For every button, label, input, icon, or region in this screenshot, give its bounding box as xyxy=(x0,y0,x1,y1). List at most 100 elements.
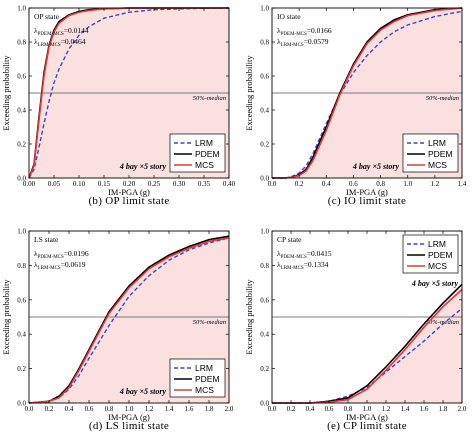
shaded-area xyxy=(272,284,462,403)
x-tick-label: 0.15 xyxy=(98,180,111,188)
legend-label-mcs: MCS xyxy=(428,160,447,170)
panel-state-label: IO state xyxy=(277,12,301,21)
x-tick-label: 1.2 xyxy=(382,405,391,413)
panel-caption: (b) OP limit state xyxy=(88,195,169,207)
y-tick-label: 0.8 xyxy=(17,39,26,47)
y-tick-label: 0.2 xyxy=(17,141,26,149)
y-tick-label: 0.0 xyxy=(17,400,26,408)
legend-label-pdem: PDEM xyxy=(195,149,220,159)
lambda-subscript: PDEM-MCS xyxy=(38,32,64,37)
lambda-value: =0.1334 xyxy=(304,260,329,269)
panel-caption: (d) LS limit state xyxy=(89,420,169,432)
lambda-symbol: λ xyxy=(277,37,281,46)
x-tick-label: 0.0 xyxy=(268,180,277,188)
lambda-line: λPDEM-MCS=0.0166 xyxy=(277,26,332,37)
legend-label-mcs: MCS xyxy=(428,261,447,271)
lambda-symbol: λ xyxy=(34,249,38,258)
lambda-value: =0.0144 xyxy=(64,26,89,35)
legend-label-mcs: MCS xyxy=(195,160,214,170)
panel-caption: (e) CP limit state xyxy=(327,420,407,432)
x-tick-label: 1.8 xyxy=(205,405,214,413)
x-axis-label: IM-PGA (g) xyxy=(108,412,150,422)
legend-label-pdem: PDEM xyxy=(195,374,220,384)
x-tick-label: 1.6 xyxy=(185,405,194,413)
y-tick-label: 1.0 xyxy=(260,228,269,236)
story-label: 4 bay ×5 story xyxy=(119,162,167,171)
lambda-subscript: PDEM-MCS xyxy=(38,255,64,260)
panel-3: 50%-median 0.0 0.2 0.4 0.6 0.8 1.0 1.2 1.4 1.6 1.8… xyxy=(1,228,234,433)
x-tick-label: 1.6 xyxy=(420,405,429,413)
lambda-value: =0.0579 xyxy=(304,37,329,46)
y-tick-label: 0.2 xyxy=(17,365,26,373)
y-tick-label: 1.0 xyxy=(17,228,26,236)
y-axis-label: Exceeding probability xyxy=(244,279,254,355)
x-tick-label: 0.0 xyxy=(268,405,277,413)
median-label: 50%-median xyxy=(426,95,459,102)
lambda-symbol: λ xyxy=(277,260,281,269)
x-tick-label: 0.6 xyxy=(349,180,358,188)
x-tick-label: 1.0 xyxy=(403,180,412,188)
y-tick-label: 0.4 xyxy=(260,331,269,339)
y-tick-label: 0.4 xyxy=(17,331,26,339)
series-line-pdem xyxy=(28,235,230,404)
legend-label-mcs: MCS xyxy=(195,385,214,395)
y-tick-label: 0.8 xyxy=(260,262,269,270)
legend-label-pdem: PDEM xyxy=(428,149,453,159)
legend-label-lrm: LRM xyxy=(428,239,446,249)
x-tick-label: 1.4 xyxy=(165,405,174,413)
x-tick-label: 1.2 xyxy=(430,180,439,188)
x-tick-label: 1.2 xyxy=(145,405,154,413)
panel-state-label: LS state xyxy=(34,235,59,244)
x-tick-label: 0.10 xyxy=(73,180,86,188)
y-axis-label: Exceeding probability xyxy=(244,55,254,131)
x-axis-label: IM-PGA (g) xyxy=(346,187,388,197)
panel-2: 50%-median 0.0 0.2 0.4 0.6 0.8 1.0 1.2 1.4 0.0 0.2… xyxy=(244,5,467,208)
x-tick-label: 0.2 xyxy=(45,405,54,413)
lambda-line: λLRM-MCS=0.0464 xyxy=(34,37,86,48)
panel-caption: (c) IO limit state xyxy=(328,195,406,207)
x-tick-label: 0.4 xyxy=(306,405,315,413)
story-label: 4 bay ×5 story xyxy=(119,387,167,396)
lambda-symbol: λ xyxy=(34,37,38,46)
median-label: 50%-median xyxy=(193,319,226,326)
y-tick-label: 0.6 xyxy=(17,296,26,304)
x-tick-label: 0.2 xyxy=(287,405,296,413)
x-tick-label: 1.0 xyxy=(363,405,372,413)
series-line-lrm xyxy=(272,10,463,179)
lambda-value: =0.0619 xyxy=(61,260,86,269)
x-tick-label: 0.8 xyxy=(344,405,353,413)
y-tick-label: 0.8 xyxy=(17,262,26,270)
lambda-line: λPDEM-MCS=0.0196 xyxy=(34,249,89,260)
lambda-value: =0.0415 xyxy=(307,249,332,258)
series-line-lrm xyxy=(28,7,230,179)
y-tick-label: 0.6 xyxy=(260,73,269,81)
x-tick-label: 1.4 xyxy=(458,180,467,188)
x-tick-label: 2.0 xyxy=(458,405,467,413)
x-tick-label: 0.00 xyxy=(23,180,36,188)
x-tick-label: 1.4 xyxy=(401,405,410,413)
y-tick-label: 0.2 xyxy=(260,365,269,373)
series-line-mcs xyxy=(28,237,230,404)
x-tick-label: 0.05 xyxy=(48,180,61,188)
y-tick-label: 0.0 xyxy=(260,175,269,183)
x-tick-label: 0.8 xyxy=(105,405,114,413)
lambda-symbol: λ xyxy=(277,26,281,35)
legend-label-pdem: PDEM xyxy=(428,250,453,260)
x-tick-label: 0.6 xyxy=(325,405,334,413)
y-tick-label: 0.0 xyxy=(260,400,269,408)
lambda-subscript: LRM-MCS xyxy=(38,266,61,271)
x-axis-label: IM-PGA (g) xyxy=(346,412,388,422)
x-axis-label: IM-PGA (g) xyxy=(108,187,150,197)
plot-frame xyxy=(271,7,463,179)
lambda-subscript: LRM-MCS xyxy=(38,43,61,48)
lambda-value: =0.0166 xyxy=(307,26,332,35)
x-tick-label: 0.30 xyxy=(173,180,186,188)
x-tick-label: 0.40 xyxy=(223,180,236,188)
lambda-symbol: λ xyxy=(34,260,38,269)
y-tick-label: 1.0 xyxy=(260,5,269,13)
y-tick-label: 1.0 xyxy=(17,5,26,13)
